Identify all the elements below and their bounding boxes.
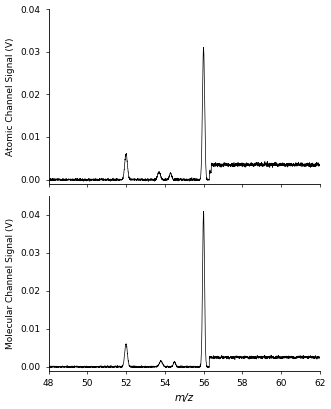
- X-axis label: m/z: m/z: [174, 393, 194, 403]
- Y-axis label: Atomic Channel Signal (V): Atomic Channel Signal (V): [6, 37, 15, 156]
- Y-axis label: Molecular Channel Signal (V): Molecular Channel Signal (V): [6, 218, 15, 349]
